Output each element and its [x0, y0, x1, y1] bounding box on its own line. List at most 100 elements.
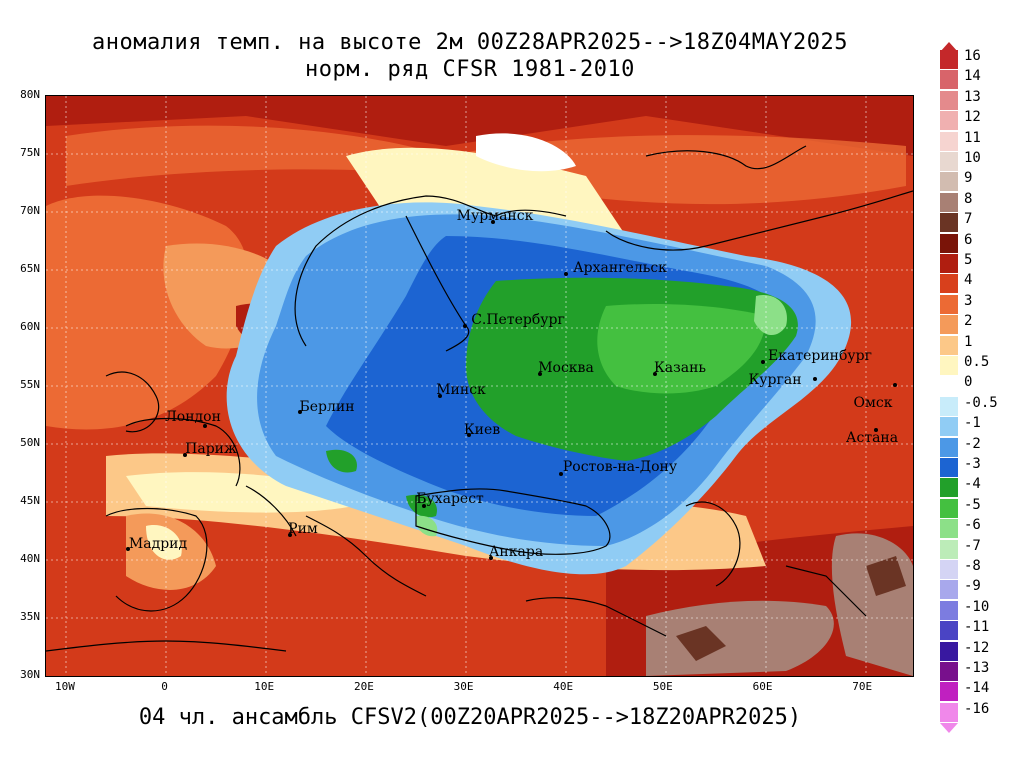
latitude-label: 80N: [20, 88, 40, 101]
city-label: Казань: [653, 360, 707, 376]
longitude-label: 10E: [254, 680, 275, 693]
city-marker: [422, 504, 426, 508]
colorbar-label: 5: [964, 252, 973, 268]
city-label: Курган: [748, 372, 802, 388]
city-marker: [298, 410, 302, 414]
anomaly-map: [45, 95, 914, 677]
city-marker: [538, 372, 542, 376]
colorbar-swatch: [940, 131, 958, 151]
longitude-label: 60E: [752, 680, 773, 693]
city-label: Омск: [853, 395, 893, 411]
city-marker: [564, 272, 568, 276]
colorbar-label: -1: [964, 415, 981, 432]
colorbar-swatch: [940, 356, 958, 375]
city-marker: [893, 383, 897, 387]
colorbar-label: -6: [964, 517, 981, 534]
longitude-label: 50E: [652, 680, 673, 693]
city-label: Анкара: [488, 544, 544, 560]
city-label: Ростов-на-Дону: [562, 459, 678, 475]
colorbar-swatch: [940, 172, 958, 192]
colorbar-swatch: [940, 233, 958, 253]
latitude-label: 45N: [20, 494, 40, 507]
colorbar-swatch: [940, 335, 958, 355]
city-marker: [467, 433, 471, 437]
city-marker: [126, 547, 130, 551]
colorbar-label: -10: [964, 598, 990, 615]
city-label: Екатеринбург: [768, 348, 872, 364]
colorbar-label: -11: [964, 619, 990, 636]
colorbar-bottom-arrow: [940, 723, 958, 734]
city-label: Бухарест: [416, 491, 484, 507]
city-label: Киев: [463, 422, 501, 438]
city-marker: [489, 556, 493, 560]
city-marker: [438, 394, 442, 398]
colorbar-label: 0: [964, 374, 973, 391]
longitude-label: 40E: [553, 680, 574, 693]
colorbar-label: 13: [964, 88, 981, 105]
city-label: Рим: [288, 521, 318, 537]
longitude-label: 30E: [453, 680, 474, 693]
colorbar-label: 9: [964, 170, 973, 187]
colorbar-label: 10: [964, 150, 981, 166]
city-marker: [463, 324, 467, 328]
colorbar-label: -3: [964, 456, 981, 472]
city-label: Архангельск: [573, 260, 667, 276]
colorbar-label: 2: [964, 313, 973, 330]
colorbar-swatch: [940, 315, 958, 335]
map-subtitle: норм. ряд CFSR 1981-2010: [305, 57, 635, 82]
city-label: Лондон: [165, 409, 221, 425]
colorbar-swatch: [940, 560, 958, 579]
city-label: Мадрид: [128, 536, 188, 552]
colorbar-label: 0.5: [964, 354, 990, 370]
colorbar-swatch: [940, 50, 958, 69]
colorbar-label: -9: [964, 578, 981, 595]
colorbar-swatch: [940, 213, 958, 233]
city-marker: [813, 377, 817, 381]
ensemble-caption: 04 чл. ансамбль CFSV2(00Z20APR2025-->18Z…: [138, 705, 802, 730]
colorbar-label: -4: [964, 476, 981, 493]
colorbar-label: -13: [964, 660, 990, 676]
longitude-label: 20E: [353, 680, 374, 693]
city-marker: [288, 533, 292, 537]
anomaly-field: [46, 96, 913, 676]
city-marker: [761, 360, 765, 364]
colorbar-swatch: [940, 437, 958, 457]
city-label: Минск: [436, 382, 486, 398]
colorbar-swatch: [940, 294, 958, 314]
colorbar-label: 8: [964, 190, 973, 207]
city-marker: [559, 472, 563, 476]
longitude-label: 70E: [852, 680, 873, 693]
colorbar-swatch: [940, 600, 958, 620]
latitude-label: 70N: [20, 204, 40, 217]
colorbar-label: 11: [964, 129, 981, 146]
latitude-label: 55N: [20, 378, 40, 391]
colorbar-label: -7: [964, 537, 981, 554]
city-label: Мурманск: [456, 208, 534, 224]
latitude-label: 40N: [20, 552, 40, 565]
city-label: Москва: [538, 360, 594, 376]
colorbar-label: -0.5: [964, 394, 998, 411]
colorbar-swatch: [940, 192, 958, 212]
colorbar-swatch: [940, 662, 958, 681]
city-label: Париж: [185, 441, 237, 457]
colorbar-top-arrow: [940, 42, 958, 52]
latitude-label: 60N: [20, 320, 40, 333]
colorbar-label: 7: [964, 211, 973, 228]
longitude-label: 10W: [54, 680, 75, 693]
colorbar-swatch: [940, 702, 958, 722]
colorbar-swatch: [940, 376, 958, 396]
city-marker: [874, 428, 878, 432]
colorbar-label: 1: [964, 333, 973, 350]
colorbar-swatch: [940, 458, 958, 477]
map-title: аномалия темп. на высоте 2м 00Z28APR2025…: [92, 30, 848, 55]
colorbar-swatch: [940, 396, 958, 416]
colorbar-swatch: [940, 90, 958, 110]
city-label: Астана: [845, 430, 899, 446]
colorbar-label: 4: [964, 272, 973, 289]
colorbar-label: -8: [964, 558, 981, 574]
colorbar-swatch: [940, 478, 958, 498]
colorbar-swatch: [940, 539, 958, 559]
city-marker: [203, 424, 207, 428]
city-marker: [653, 372, 657, 376]
colorbar-label: 6: [964, 231, 973, 248]
